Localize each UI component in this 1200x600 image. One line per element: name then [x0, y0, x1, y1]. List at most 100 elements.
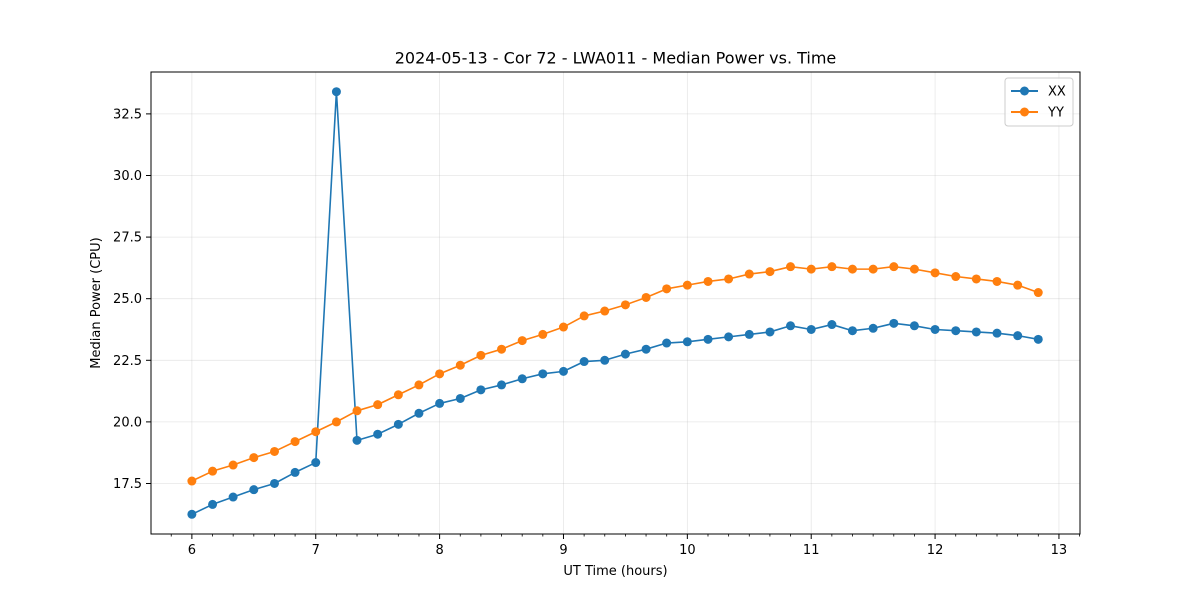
series-xx-point — [951, 326, 961, 336]
series-yy-point — [765, 267, 775, 277]
series-xx-point — [827, 320, 837, 330]
series-yy-point — [1033, 288, 1043, 298]
x-tick-label: 12 — [927, 543, 944, 558]
series-xx-point — [311, 458, 321, 468]
series-yy-point — [269, 446, 279, 456]
series-xx-point — [744, 329, 754, 339]
series-yy-point — [311, 427, 321, 437]
series-yy-point — [208, 466, 218, 476]
series-yy-point — [517, 336, 527, 346]
series-yy-point — [992, 276, 1002, 286]
series-yy-point — [641, 292, 651, 302]
legend: XX YY — [1004, 77, 1074, 127]
legend-xx-marker — [1020, 86, 1029, 96]
series-yy-point — [682, 280, 692, 290]
x-tick-label: 10 — [679, 543, 696, 558]
y-tick-label: 32.5 — [113, 107, 142, 122]
chart-title: 2024-05-13 - Cor 72 - LWA011 - Median Po… — [395, 49, 837, 68]
series-xx-point — [414, 408, 424, 418]
series-xx-point — [393, 419, 403, 429]
series-xx-point — [971, 327, 981, 337]
x-tick-label: 9 — [559, 543, 567, 558]
x-tick-label: 7 — [312, 543, 320, 558]
series-xx-point — [290, 467, 300, 477]
series-xx-point — [558, 366, 568, 376]
series-xx-point — [847, 326, 857, 336]
series-xx-point — [331, 87, 341, 97]
series-xx-point — [909, 321, 919, 331]
series-xx-point — [1033, 334, 1043, 344]
y-tick-label: 22.5 — [113, 354, 142, 369]
x-axis-label: UT Time (hours) — [563, 564, 667, 579]
series-xx-point — [476, 385, 486, 395]
series-yy-point — [744, 269, 754, 279]
series-yy-point — [827, 262, 837, 272]
series-yy-point — [290, 437, 300, 447]
legend-yy-marker — [1020, 107, 1029, 117]
series-xx-point — [269, 478, 279, 488]
series-xx-point — [373, 429, 383, 439]
series-xx-point — [208, 499, 218, 509]
series-yy-point — [971, 274, 981, 284]
series-xx — [187, 87, 1043, 519]
legend-xx-label: XX — [1048, 85, 1066, 100]
series-yy-point — [187, 476, 197, 486]
series-yy-point — [497, 344, 507, 354]
series-xx-point — [786, 321, 796, 331]
y-tick-label: 27.5 — [113, 231, 142, 246]
x-tick-label: 13 — [1051, 543, 1068, 558]
y-tick-label: 20.0 — [113, 415, 142, 430]
series-yy-point — [228, 460, 238, 470]
series-xx-point — [435, 398, 445, 408]
series-xx-point — [187, 509, 197, 519]
series-xx-point — [249, 485, 259, 495]
series-xx-point — [517, 374, 527, 384]
y-axis-label: Median Power (CPU) — [89, 237, 104, 368]
series-yy-point — [331, 417, 341, 427]
series-yy — [187, 262, 1043, 486]
series-yy-point — [909, 264, 919, 274]
grid-lines — [151, 72, 1080, 534]
series-yy-point — [951, 272, 961, 282]
series-xx-point — [868, 323, 878, 333]
series-xx-point — [682, 337, 692, 347]
legend-item-xx: XX — [1011, 85, 1066, 100]
series-yy-point — [1013, 280, 1023, 290]
series-xx-point — [703, 334, 713, 344]
series-layer — [187, 87, 1043, 519]
series-xx-point — [579, 357, 589, 367]
series-xx-point — [662, 338, 672, 348]
series-xx-point — [600, 355, 610, 365]
series-yy-point — [620, 300, 630, 310]
series-yy-point — [600, 306, 610, 316]
x-tick-label: 8 — [435, 543, 443, 558]
series-yy-point — [538, 329, 548, 339]
series-yy-point — [868, 264, 878, 274]
series-yy-point — [889, 262, 899, 272]
series-xx-point — [724, 332, 734, 342]
series-xx-point — [992, 328, 1002, 338]
y-tick-label: 17.5 — [113, 477, 142, 492]
x-tick-label: 6 — [188, 543, 196, 558]
series-xx-point — [455, 393, 465, 403]
series-yy-point — [393, 390, 403, 400]
series-xx-point — [620, 349, 630, 359]
series-xx-point — [765, 327, 775, 337]
series-yy-point — [662, 284, 672, 294]
legend-item-yy: YY — [1011, 106, 1064, 121]
series-xx-point — [1013, 331, 1023, 341]
y-tick-label: 25.0 — [113, 292, 142, 307]
legend-yy-label: YY — [1047, 106, 1064, 121]
series-yy-point — [703, 276, 713, 286]
series-yy-point — [476, 350, 486, 360]
series-yy-point — [455, 360, 465, 370]
series-xx-point — [497, 380, 507, 390]
y-tick-label: 30.0 — [113, 169, 142, 184]
series-yy-point — [806, 264, 816, 274]
series-yy-point — [352, 406, 362, 416]
x-tick-label: 11 — [803, 543, 820, 558]
series-yy-point — [435, 369, 445, 379]
series-xx-point — [889, 318, 899, 328]
series-xx-point — [806, 324, 816, 334]
series-yy-point — [249, 453, 259, 463]
